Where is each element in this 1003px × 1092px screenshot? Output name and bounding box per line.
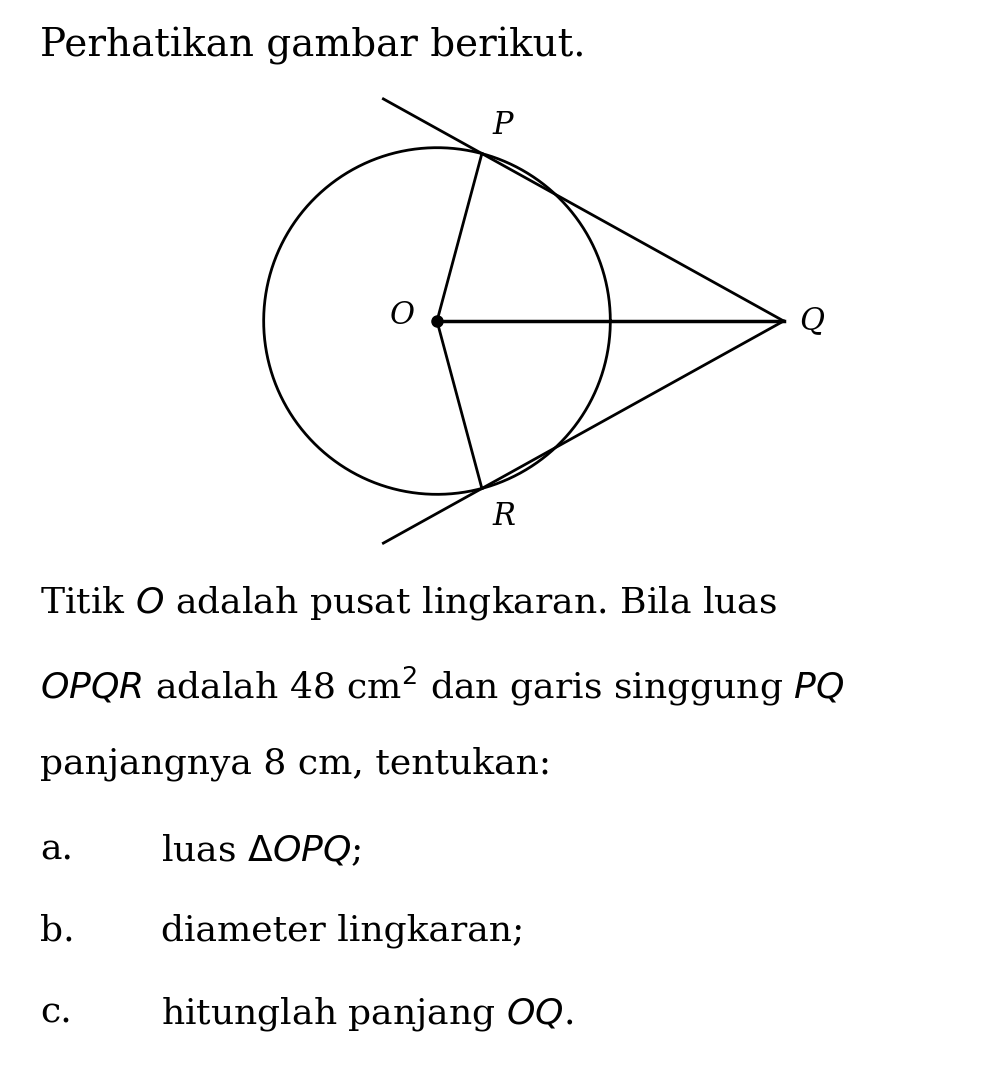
Text: panjangnya 8 cm, tentukan:: panjangnya 8 cm, tentukan:: [40, 746, 551, 781]
Text: b.: b.: [40, 914, 74, 948]
Text: O: O: [389, 300, 414, 331]
Text: P: P: [491, 110, 513, 142]
Text: luas $\Delta OPQ$;: luas $\Delta OPQ$;: [160, 832, 361, 868]
Text: hitunglah panjang $OQ$.: hitunglah panjang $OQ$.: [160, 995, 573, 1033]
Text: diameter lingkaran;: diameter lingkaran;: [160, 914, 524, 948]
Text: c.: c.: [40, 995, 72, 1029]
Text: Q: Q: [798, 306, 823, 336]
Text: R: R: [491, 500, 515, 532]
Text: Perhatikan gambar berikut.: Perhatikan gambar berikut.: [40, 27, 585, 66]
Text: a.: a.: [40, 832, 73, 867]
Text: Titik $O$ adalah pusat lingkaran. Bila luas: Titik $O$ adalah pusat lingkaran. Bila l…: [40, 583, 776, 621]
Text: $OPQR$ adalah 48 cm$^2$ dan garis singgung $PQ$: $OPQR$ adalah 48 cm$^2$ dan garis singgu…: [40, 665, 844, 708]
